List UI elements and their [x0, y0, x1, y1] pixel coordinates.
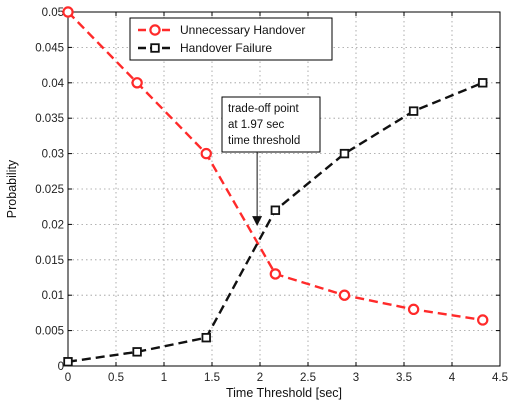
- data-point: [201, 332, 211, 343]
- data-point: [338, 289, 351, 301]
- x-tick-label: 4: [449, 372, 456, 384]
- legend-label: Handover Failure: [180, 41, 272, 55]
- x-tick-label: 4.5: [492, 372, 508, 384]
- legend-marker: [149, 24, 161, 36]
- x-tick-label: 1: [161, 372, 167, 384]
- x-tick-label: 3.5: [396, 372, 412, 384]
- x-tick-label: 2: [257, 372, 263, 384]
- y-tick-label: 0.015: [35, 255, 64, 267]
- legend-box: [129, 17, 333, 61]
- y-tick-label: 0.02: [42, 219, 64, 231]
- data-point: [62, 6, 74, 18]
- data-point: [478, 78, 488, 88]
- y-axis-label: Probability: [5, 159, 19, 218]
- annotation-box: [221, 96, 321, 153]
- series-0: [62, 6, 489, 326]
- x-tick-label: 0: [65, 372, 71, 384]
- annotation-text: at 1.97 sec: [228, 119, 285, 131]
- y-tick-label: 0.03: [42, 149, 64, 161]
- y-tick-label: 0.025: [35, 184, 64, 196]
- legend: Unnecessary Handover Handover Failure: [129, 17, 333, 61]
- legend-label: Unnecessary Handover: [180, 23, 305, 37]
- data-point: [269, 268, 282, 280]
- annotation-text: trade-off point: [228, 103, 300, 115]
- data-point: [477, 314, 489, 326]
- axis-ticks: 0 0.5 1 1.5 2 2.5 3 3.5 4 4.5 0 0.005 0.01 0.015 0.02 0…: [35, 7, 508, 384]
- x-tick-label: 0.5: [108, 372, 124, 384]
- data-point: [407, 303, 420, 316]
- x-axis-label: Time Threshold [sec]: [226, 386, 342, 400]
- x-tick-label: 3: [353, 372, 359, 384]
- x-tick-label: 2.5: [300, 372, 316, 384]
- y-tick-label: 0.04: [42, 78, 65, 90]
- data-point: [339, 148, 350, 159]
- data-point: [63, 357, 73, 367]
- data-point: [408, 106, 419, 116]
- legend-marker: [150, 43, 160, 53]
- grid: [68, 12, 500, 366]
- y-tick-label: 0.045: [35, 42, 64, 54]
- annotation-text: time threshold: [228, 135, 300, 147]
- data-point: [200, 147, 212, 160]
- x-tick-label: 1.5: [204, 372, 220, 384]
- y-tick-label: 0.05: [42, 7, 64, 19]
- y-tick-label: 0.005: [35, 326, 64, 338]
- y-tick-label: 0.01: [42, 290, 64, 302]
- series-1: [63, 78, 488, 367]
- data-point: [131, 77, 143, 89]
- trade-off-annotation: trade-off point at 1.97 sec time threshold: [221, 96, 321, 227]
- y-tick-label: 0: [58, 361, 64, 373]
- data-point: [132, 347, 142, 357]
- y-tick-label: 0.035: [35, 113, 64, 125]
- series-group: [62, 6, 489, 367]
- data-point: [270, 205, 281, 215]
